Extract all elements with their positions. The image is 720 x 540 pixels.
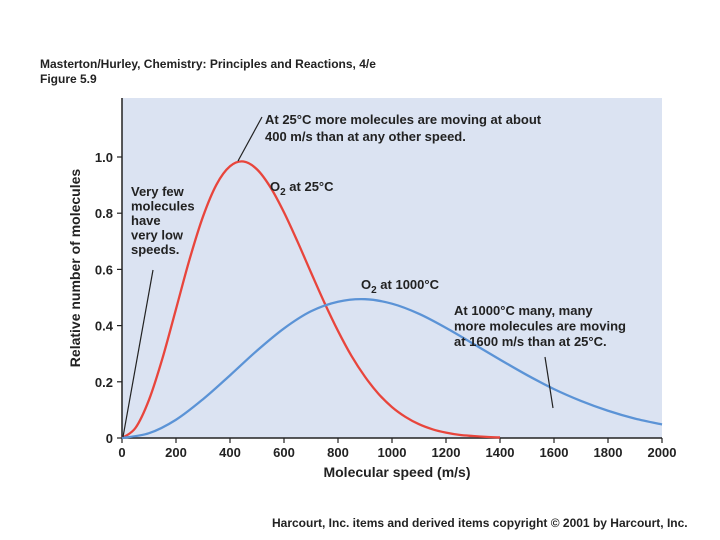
series-label-25c: O2 at 25°C (270, 179, 334, 198)
x-tick-label: 0 (118, 445, 125, 460)
pointer-1600 (544, 356, 554, 409)
o2-1000c-curve (121, 297, 663, 440)
y-tick-label: 0.4 (95, 319, 114, 334)
annotation-1000c-line: more molecules are moving (454, 319, 626, 334)
y-tick-label: 0.8 (95, 206, 113, 221)
y-tick-label: 1.0 (95, 150, 113, 165)
annotation-low-speeds-line: molecules (131, 199, 195, 214)
series-label-1000c: O2 at 1000°C (361, 277, 440, 296)
x-tick-label: 600 (273, 445, 295, 460)
y-axis-label: Relative number of molecules (67, 169, 83, 368)
x-tick-label: 1600 (540, 445, 569, 460)
x-tick-label: 2000 (648, 445, 677, 460)
x-tick-label: 400 (219, 445, 241, 460)
y-tick-label: 0 (106, 431, 113, 446)
annotation-peak-25c-line: At 25°C more molecules are moving at abo… (265, 112, 542, 127)
x-tick-label: 1400 (486, 445, 515, 460)
copyright-notice: Harcourt, Inc. items and derived items c… (272, 516, 688, 530)
pointer-low-speeds (122, 269, 154, 438)
x-tick-label: 200 (165, 445, 187, 460)
annotation-low-speeds-line: have (131, 213, 161, 228)
figure-number: Figure 5.9 (40, 72, 97, 86)
y-tick-label: 0.2 (95, 375, 113, 390)
y-tick-label: 0.6 (95, 262, 113, 277)
o2-25c-curve (121, 160, 501, 439)
x-tick-label: 1200 (432, 445, 461, 460)
annotation-1000c-line: At 1000°C many, many (454, 303, 593, 318)
annotation-low-speeds-line: speeds. (131, 242, 179, 257)
figure-source-text: Masterton/Hurley, Chemistry: Principles … (40, 57, 376, 71)
x-axis-label: Molecular speed (m/s) (323, 464, 470, 480)
x-tick-label: 1000 (378, 445, 407, 460)
x-tick-label: 1800 (594, 445, 623, 460)
plot-area (122, 98, 662, 438)
x-tick-label: 800 (327, 445, 349, 460)
annotation-low-speeds-line: very low (131, 228, 184, 243)
annotation-1000c-line: at 1600 m/s than at 25°C. (454, 334, 607, 349)
annotation-peak-25c-line: 400 m/s than at any other speed. (265, 129, 466, 144)
pointer-peak (237, 116, 263, 162)
annotation-low-speeds-line: Very few (131, 184, 185, 199)
